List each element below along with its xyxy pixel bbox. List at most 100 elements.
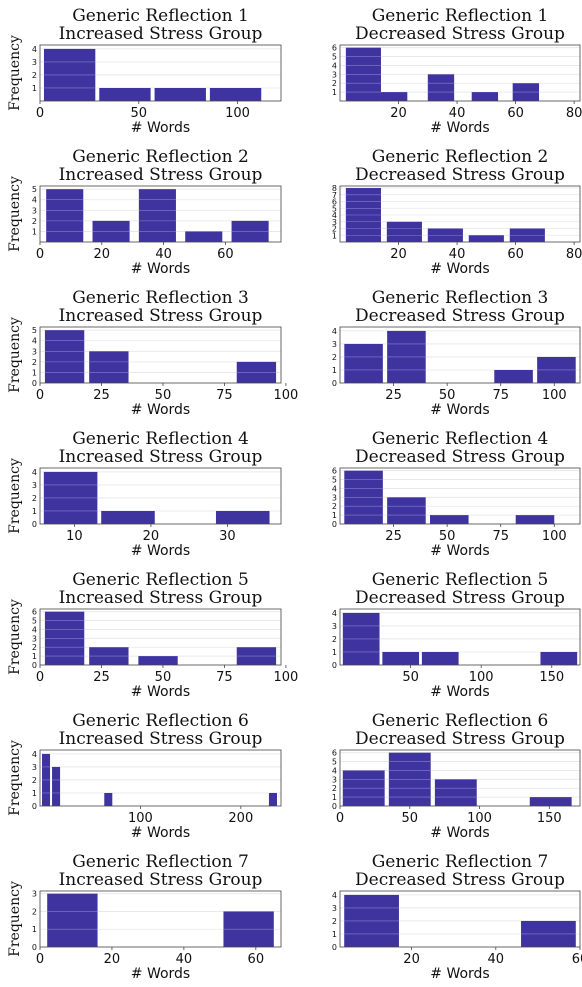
plot-frame bbox=[39, 185, 282, 243]
histogram-bar bbox=[430, 515, 469, 524]
y-tick-label: 3 bbox=[332, 904, 337, 913]
y-tick-label: 4 bbox=[332, 766, 337, 775]
y-axis-label: Frequency bbox=[7, 599, 23, 675]
y-tick-label: 4 bbox=[332, 211, 337, 220]
y-tick-label: 2 bbox=[332, 917, 337, 926]
y-tick-label: 1 bbox=[332, 930, 337, 939]
y-tick-label: 4 bbox=[332, 327, 337, 336]
x-tick-label: 80 bbox=[566, 247, 582, 262]
histogram-bar bbox=[104, 792, 113, 806]
y-tick-label: 0 bbox=[332, 379, 337, 388]
x-tick-label: 0 bbox=[336, 811, 344, 826]
histogram-bar bbox=[209, 87, 262, 101]
plot-frame bbox=[339, 44, 581, 102]
histogram-bar bbox=[138, 189, 176, 242]
x-tick-label: 0 bbox=[36, 247, 44, 262]
panel-title: Generic Reflection 1 bbox=[72, 6, 249, 26]
y-tick-label: 3 bbox=[332, 622, 337, 631]
x-axis-label: # Words bbox=[430, 402, 489, 418]
x-axis-label: # Words bbox=[131, 402, 190, 418]
y-tick-label: 4 bbox=[32, 625, 37, 634]
y-tick-label: 5 bbox=[332, 204, 337, 213]
y-tick-label: 6 bbox=[332, 467, 337, 476]
histogram-bar bbox=[540, 651, 578, 665]
plot-frame bbox=[339, 326, 581, 384]
plot-frame bbox=[339, 890, 581, 948]
histogram-bar bbox=[47, 893, 98, 947]
x-axis-label: # Words bbox=[430, 684, 489, 700]
y-axis-label: Frequency bbox=[7, 881, 23, 957]
x-tick-label: 40 bbox=[449, 247, 466, 262]
y-tick-label: 2 bbox=[32, 776, 37, 785]
panel-title: Decreased Stress Group bbox=[355, 729, 565, 749]
y-tick-label: 0 bbox=[332, 520, 337, 529]
panel-title: Generic Reflection 7 bbox=[72, 852, 249, 872]
y-tick-label: 3 bbox=[332, 493, 337, 502]
histogram-bar bbox=[268, 792, 277, 806]
x-tick-label: 50 bbox=[401, 811, 418, 826]
y-tick-label: 3 bbox=[332, 218, 337, 227]
plot-frame bbox=[39, 608, 282, 666]
y-tick-label: 5 bbox=[32, 617, 37, 626]
plot-frame bbox=[39, 467, 282, 525]
y-tick-label: 3 bbox=[332, 70, 337, 79]
x-axis-label: # Words bbox=[430, 825, 489, 841]
y-tick-label: 0 bbox=[32, 802, 37, 811]
x-axis-label: # Words bbox=[430, 120, 489, 136]
x-tick-label: 0 bbox=[36, 670, 44, 685]
y-tick-label: 0 bbox=[32, 520, 37, 529]
y-tick-label: 6 bbox=[332, 198, 337, 207]
y-tick-label: 4 bbox=[332, 891, 337, 900]
y-tick-label: 8 bbox=[332, 184, 337, 193]
panel-title: Generic Reflection 4 bbox=[372, 429, 549, 449]
y-tick-label: 2 bbox=[32, 643, 37, 652]
x-axis-label: # Words bbox=[430, 543, 489, 559]
y-tick-label: 1 bbox=[332, 231, 337, 240]
histogram-bar bbox=[421, 651, 459, 665]
y-tick-label: 6 bbox=[332, 44, 337, 53]
y-tick-label: 6 bbox=[32, 608, 37, 617]
x-tick-label: 50 bbox=[130, 106, 147, 121]
x-tick-label: 0 bbox=[36, 106, 44, 121]
panel-title: Generic Reflection 2 bbox=[372, 147, 549, 167]
y-tick-label: 1 bbox=[32, 84, 37, 93]
plot-frame bbox=[39, 44, 282, 102]
panel-title: Increased Stress Group bbox=[59, 447, 263, 467]
panel-title: Increased Stress Group bbox=[59, 729, 263, 749]
x-tick-label: 40 bbox=[449, 106, 466, 121]
x-tick-label: 100 bbox=[128, 811, 153, 826]
x-tick-label: 100 bbox=[274, 388, 299, 403]
y-tick-label: 3 bbox=[332, 775, 337, 784]
y-tick-label: 2 bbox=[332, 353, 337, 362]
x-tick-label: 100 bbox=[542, 388, 567, 403]
y-tick-label: 1 bbox=[332, 511, 337, 520]
x-tick-label: 75 bbox=[492, 529, 509, 544]
y-tick-label: 4 bbox=[332, 484, 337, 493]
x-tick-label: 150 bbox=[537, 811, 562, 826]
panel-title: Increased Stress Group bbox=[59, 24, 263, 44]
histogram-bar bbox=[529, 797, 572, 806]
y-axis-label: Frequency bbox=[7, 176, 23, 252]
y-tick-label: 3 bbox=[32, 347, 37, 356]
y-tick-label: 3 bbox=[32, 634, 37, 643]
panel-title: Increased Stress Group bbox=[59, 306, 263, 326]
y-tick-label: 4 bbox=[32, 196, 37, 205]
y-tick-label: 2 bbox=[32, 494, 37, 503]
x-tick-label: 20 bbox=[94, 247, 111, 262]
histogram-bar bbox=[494, 369, 533, 383]
panel-title: Increased Stress Group bbox=[59, 165, 263, 185]
histogram-bar bbox=[387, 497, 426, 524]
y-tick-label: 2 bbox=[332, 225, 337, 234]
plot-frame bbox=[339, 749, 581, 807]
panel-title: Decreased Stress Group bbox=[355, 306, 565, 326]
x-tick-label: 25 bbox=[93, 388, 110, 403]
panel-title: Decreased Stress Group bbox=[355, 24, 565, 44]
panel-title: Increased Stress Group bbox=[59, 588, 263, 608]
